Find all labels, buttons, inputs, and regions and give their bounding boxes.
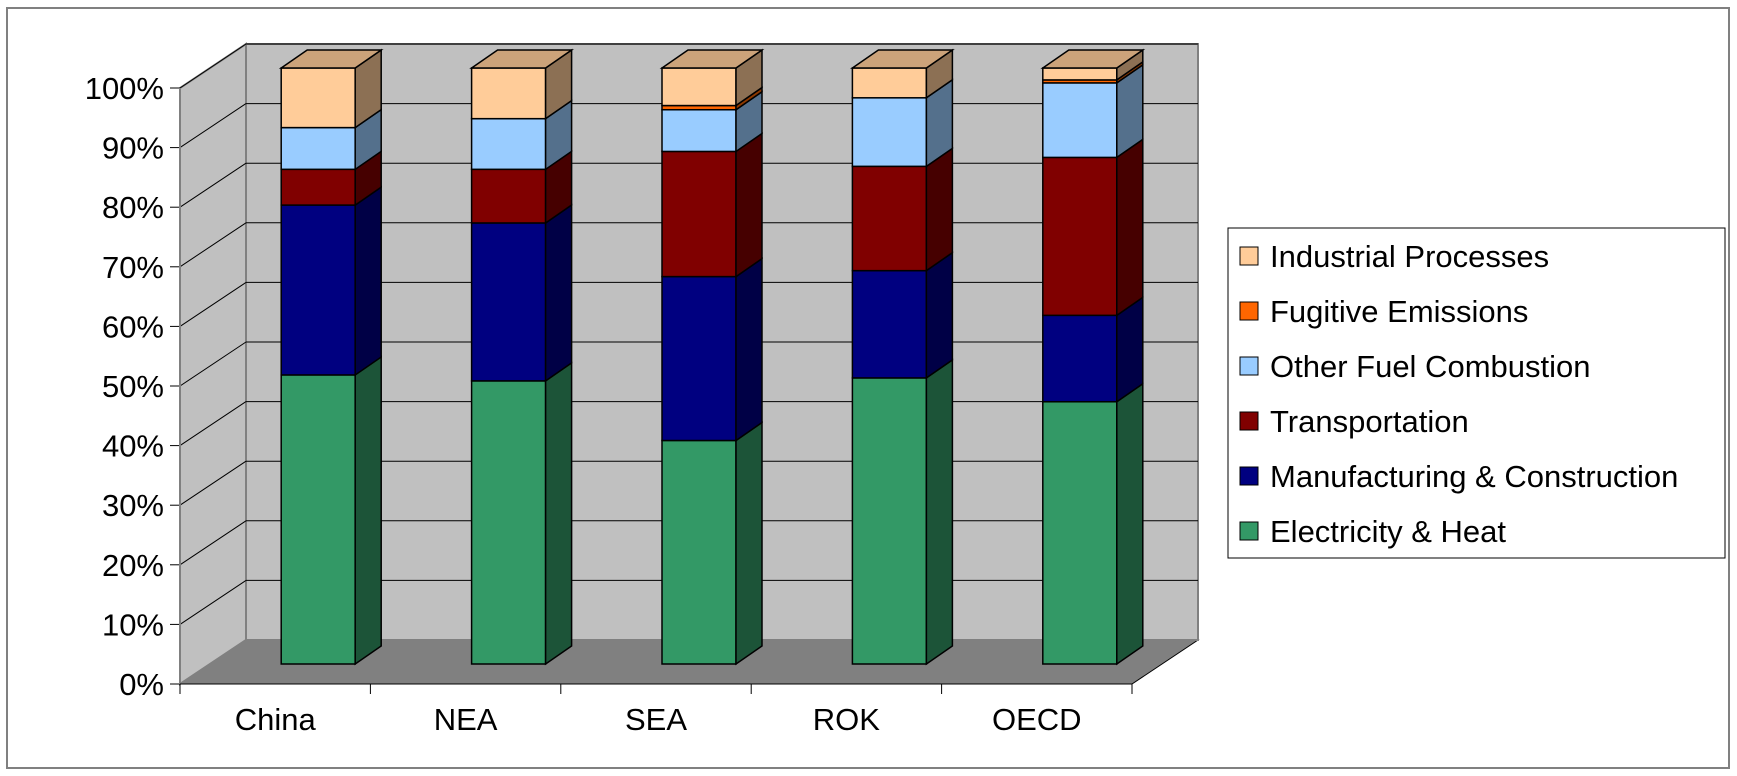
legend-swatch <box>1239 411 1259 431</box>
legend-label: Fugitive Emissions <box>1270 294 1528 329</box>
bar-side <box>1116 382 1144 666</box>
bar-top <box>659 49 765 69</box>
gridline-side <box>179 281 247 327</box>
legend-label: Industrial Processes <box>1270 239 1549 274</box>
y-tick-label: 40% <box>102 429 164 464</box>
legend-swatch <box>1239 521 1259 541</box>
bar-segment <box>470 117 547 171</box>
bar-segment <box>280 374 356 665</box>
bar-segment <box>1042 401 1118 665</box>
bar-segment <box>661 150 737 278</box>
bar-side <box>925 251 954 380</box>
legend-swatch <box>1239 466 1259 486</box>
bar-segment <box>280 67 356 129</box>
bar-segment <box>1042 67 1118 81</box>
x-tick-label: ROK <box>813 702 881 737</box>
bar-segment <box>851 165 928 272</box>
bar-top <box>278 49 384 69</box>
legend-swatch <box>1239 301 1259 321</box>
bar-segment <box>851 377 928 665</box>
legend-swatch <box>1239 356 1259 376</box>
y-tick-label: 20% <box>102 548 164 583</box>
y-tick-label: 60% <box>102 309 164 344</box>
x-tick-label: SEA <box>625 702 687 737</box>
bar-segment <box>1042 156 1118 317</box>
bar-side <box>1116 137 1144 317</box>
y-tick-label: 50% <box>102 369 164 404</box>
bar-top <box>469 49 575 69</box>
y-tick-label: 90% <box>102 131 164 166</box>
bar-segment <box>851 269 928 379</box>
bar-segment <box>661 275 737 442</box>
bar-side <box>354 185 382 377</box>
x-tick-label: NEA <box>434 702 498 737</box>
y-tick-label: 70% <box>102 250 164 285</box>
y-tick-label: 30% <box>102 488 164 523</box>
gridline-side <box>179 460 247 506</box>
gridline-side <box>179 43 247 89</box>
y-tick-label: 80% <box>102 190 164 225</box>
bars <box>278 48 1146 666</box>
bar-side <box>925 358 954 666</box>
legend-swatch <box>1239 246 1259 266</box>
bar-segment <box>280 168 356 206</box>
bar-side <box>735 257 763 442</box>
legend: Industrial Processes Fugitive Emissions Ot… <box>1227 227 1726 559</box>
gridline-side <box>179 103 247 149</box>
legend-label: Electricity & Heat <box>1270 514 1506 549</box>
x-tick-label: OECD <box>992 702 1082 737</box>
gridline-side <box>179 401 247 447</box>
bar-segment <box>470 222 547 382</box>
bar-segment <box>470 67 547 120</box>
legend-box <box>1227 227 1726 559</box>
y-tick-label: 10% <box>102 607 164 642</box>
bar-segment <box>661 439 737 665</box>
gridline-side <box>179 162 247 208</box>
bar-segment <box>851 97 928 168</box>
bar-side <box>354 355 382 666</box>
legend-label: Transportation <box>1270 404 1469 439</box>
bar-side <box>925 146 954 273</box>
bar-side <box>544 361 573 666</box>
bar-segment <box>1042 314 1118 403</box>
bar-segment <box>851 67 928 99</box>
bar-segment <box>1042 82 1118 159</box>
bar-segment <box>280 204 356 376</box>
y-tick-label: 100% <box>85 71 164 106</box>
bar-segment <box>280 126 356 171</box>
legend-label: Manufacturing & Construction <box>1270 459 1678 494</box>
gridline-side <box>179 579 247 625</box>
axes: 0% 10% 20% 30% 40% 50% 60% 70% 80% 90% 100% China NE… <box>85 71 1133 737</box>
bar-top <box>849 49 955 69</box>
x-tick-label: China <box>235 702 317 737</box>
legend-label: Other Fuel Combustion <box>1270 349 1590 384</box>
y-tick-label: 0% <box>119 667 164 702</box>
bar-segment <box>470 380 547 665</box>
bar-segment <box>661 67 737 107</box>
gridline-side <box>179 222 247 268</box>
bar-side <box>735 421 763 666</box>
bar-segment <box>470 168 547 224</box>
bar-side <box>735 132 763 279</box>
gridline-side <box>179 520 247 566</box>
bar-top <box>1040 49 1146 69</box>
bar-side <box>544 203 573 383</box>
gridline-side <box>179 341 247 387</box>
bar-segment <box>661 108 737 153</box>
